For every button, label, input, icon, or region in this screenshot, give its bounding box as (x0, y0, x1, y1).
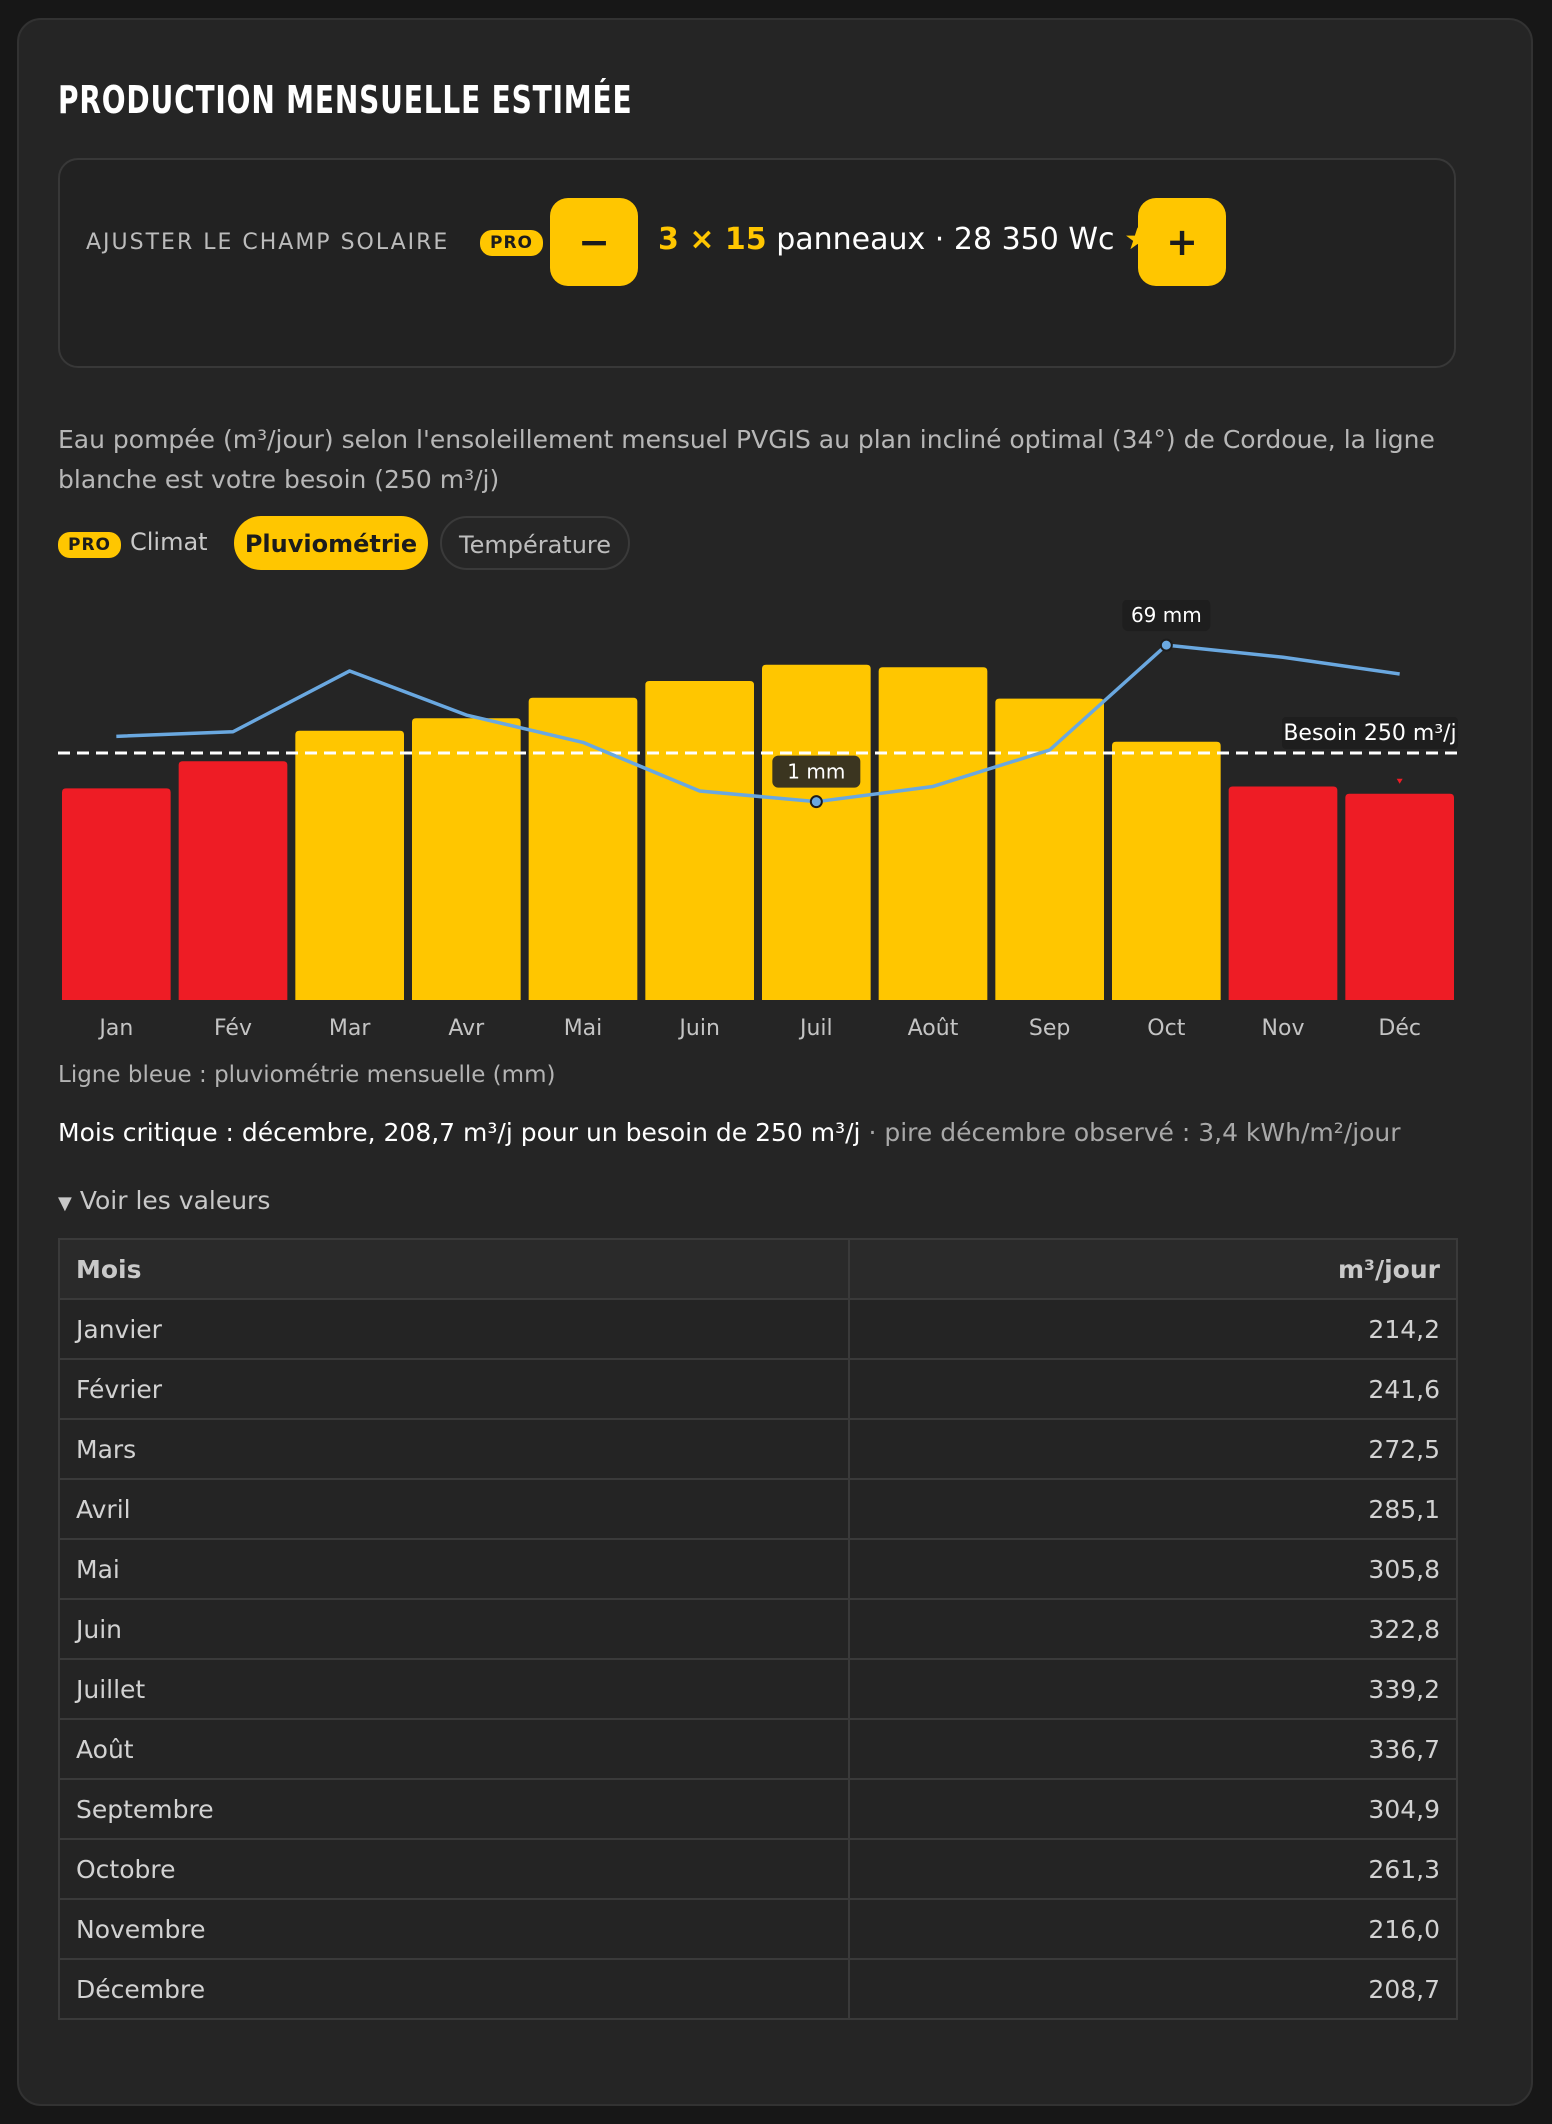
value-cell: 214,2 (848, 1298, 1458, 1360)
table-row: Mars 272,5 (58, 1418, 1458, 1480)
threshold-label: Besoin 250 m³/j (1283, 721, 1456, 746)
solar-field-adjuster: AJUSTER LE CHAMP SOLAIRE PRO − 3 × 15 pa… (58, 158, 1456, 368)
triangle-down-icon: ▼ (58, 1193, 72, 1214)
rainfall-point (1159, 638, 1173, 652)
climate-pro-badge: PRO (58, 532, 122, 558)
critical-month-text: Mois critique : décembre, 208,7 m³/j pou… (58, 1118, 861, 1147)
bar-nov (1228, 786, 1338, 1000)
adjuster-label: AJUSTER LE CHAMP SOLAIRE (86, 230, 450, 255)
monthly-production-chart: Jan Fév Mar Avr Mai Juin Juil Août Sep Oct Nov Déc B… (58, 600, 1458, 1041)
column-header-value: m³/jour (848, 1238, 1458, 1300)
month-cell: Septembre (58, 1778, 850, 1840)
value-cell: 241,6 (848, 1358, 1458, 1420)
threshold-label-bg (1282, 716, 1458, 749)
bar-déc (1345, 793, 1454, 1000)
x-tick-label: Juil (798, 1016, 833, 1041)
value-cell: 322,8 (848, 1598, 1458, 1660)
month-cell: Août (58, 1718, 850, 1780)
rainfall-annotation: 1 mm (787, 760, 845, 784)
month-cell: Mai (58, 1538, 850, 1600)
bar-mar (295, 730, 404, 1000)
x-tick-label: Nov (1262, 1016, 1305, 1041)
value-cell: 285,1 (848, 1478, 1458, 1540)
value-cell: 305,8 (848, 1538, 1458, 1600)
value-cell: 261,3 (848, 1838, 1458, 1900)
month-cell: Janvier (58, 1298, 850, 1360)
values-toggle-label: Voir les valeurs (79, 1186, 271, 1215)
month-cell: Février (58, 1358, 850, 1420)
panel-count: 3 × 15 (658, 222, 767, 257)
bar-juil (762, 664, 871, 1000)
bar-jan (62, 788, 171, 1000)
rainfall-line (116, 643, 1400, 804)
value-cell: 208,7 (848, 1958, 1458, 2020)
x-tick-label: Avr (448, 1016, 485, 1041)
x-tick-label: Oct (1147, 1016, 1185, 1041)
bar-fév (178, 761, 288, 1000)
table-header-row: Mois m³/jour (58, 1238, 1458, 1300)
table-row: Septembre 304,9 (58, 1778, 1458, 1840)
month-cell: Mars (58, 1418, 850, 1480)
values-table: Mois m³/jour Janvier 214,2 Février 241,6 M… (58, 1238, 1458, 2020)
table-row: Avril 285,1 (58, 1478, 1458, 1540)
table-row: Juin 322,8 (58, 1598, 1458, 1660)
page-title: PRODUCTION MENSUELLE ESTIMÉE (58, 78, 633, 122)
rainfall-annotation-bg (1122, 600, 1211, 632)
bar-oct (1112, 741, 1221, 1000)
rainfall-annotation: 69 mm (1131, 603, 1202, 627)
value-cell: 336,7 (848, 1718, 1458, 1780)
x-tick-label: Mai (564, 1016, 603, 1041)
x-tick-label: Sep (1029, 1016, 1070, 1041)
increase-panels-button[interactable]: + (1138, 198, 1226, 286)
tab-temperature[interactable]: Température (440, 516, 630, 570)
line-legend-note: Ligne bleue : pluviométrie mensuelle (mm… (58, 1062, 556, 1088)
value-cell: 304,9 (848, 1778, 1458, 1840)
bar-avr (412, 718, 521, 1000)
worst-december-text: · pire décembre observé : 3,4 kWh/m²/jou… (860, 1118, 1401, 1147)
rainfall-point (809, 795, 823, 809)
value-cell: 216,0 (848, 1898, 1458, 1960)
month-cell: Juin (58, 1598, 850, 1660)
table-row: Novembre 216,0 (58, 1898, 1458, 1960)
table-row: Décembre 208,7 (58, 1958, 1458, 2020)
month-cell: Novembre (58, 1898, 850, 1960)
table-row: Juillet 339,2 (58, 1658, 1458, 1720)
decrease-panels-button[interactable]: − (550, 198, 638, 286)
value-cell: 339,2 (848, 1658, 1458, 1720)
month-cell: Décembre (58, 1958, 850, 2020)
panel-power: panneaux · 28 350 Wc (776, 222, 1115, 257)
panel-configuration: 3 × 15 panneaux · 28 350 Wc ★ (658, 222, 1151, 257)
bar-août (878, 667, 988, 1000)
month-cell: Avril (58, 1478, 850, 1540)
values-toggle[interactable]: ▼ Voir les valeurs (58, 1186, 270, 1215)
table-row: Mai 305,8 (58, 1538, 1458, 1600)
x-tick-label: Jan (97, 1016, 133, 1041)
x-tick-label: Juin (677, 1016, 720, 1041)
critical-month-marker (1396, 778, 1403, 784)
pro-badge: PRO (480, 230, 544, 256)
table-row: Octobre 261,3 (58, 1838, 1458, 1900)
column-header-month: Mois (58, 1238, 850, 1300)
bar-juin (645, 680, 754, 1000)
bar-mai (528, 697, 638, 1000)
month-cell: Octobre (58, 1838, 850, 1900)
x-tick-label: Fév (214, 1016, 252, 1041)
table-row: Août 336,7 (58, 1718, 1458, 1780)
table-row: Février 241,6 (58, 1358, 1458, 1420)
x-tick-label: Août (908, 1016, 959, 1041)
value-cell: 272,5 (848, 1418, 1458, 1480)
x-tick-label: Mar (329, 1016, 371, 1041)
climate-label: Climat (130, 528, 208, 556)
month-cell: Juillet (58, 1658, 850, 1720)
rainfall-annotation-bg (772, 755, 861, 788)
chart-description: Eau pompée (m³/jour) selon l'ensoleillem… (58, 425, 1435, 494)
tab-pluviometrie[interactable]: Pluviométrie (234, 516, 428, 570)
table-row: Janvier 214,2 (58, 1298, 1458, 1360)
critical-month-summary: Mois critique : décembre, 208,7 m³/j pou… (58, 1118, 1401, 1147)
x-tick-label: Déc (1378, 1016, 1421, 1041)
bar-sep (995, 698, 1104, 1000)
